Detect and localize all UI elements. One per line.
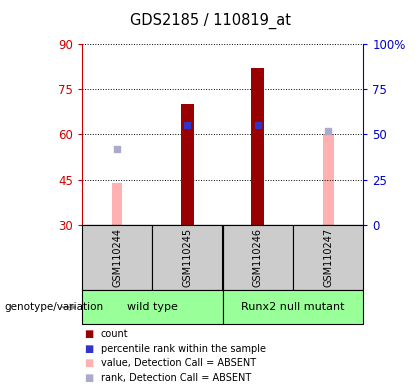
Text: GSM110246: GSM110246	[253, 228, 263, 287]
Text: GSM110247: GSM110247	[323, 228, 333, 287]
Bar	[252, 68, 264, 225]
Text: ■: ■	[84, 329, 93, 339]
Bar	[82, 290, 223, 324]
Bar	[223, 225, 293, 290]
Text: GDS2185 / 110819_at: GDS2185 / 110819_at	[129, 13, 291, 29]
Bar	[152, 225, 223, 290]
Text: count: count	[101, 329, 129, 339]
Text: ■: ■	[84, 373, 93, 383]
Text: rank, Detection Call = ABSENT: rank, Detection Call = ABSENT	[101, 373, 251, 383]
Text: wild type: wild type	[127, 302, 178, 312]
Bar	[323, 134, 333, 225]
Text: ■: ■	[84, 358, 93, 368]
Bar	[181, 104, 194, 225]
Bar	[82, 225, 152, 290]
Text: genotype/variation: genotype/variation	[4, 302, 103, 312]
Bar	[223, 290, 363, 324]
Text: GSM110244: GSM110244	[112, 228, 122, 287]
Text: percentile rank within the sample: percentile rank within the sample	[101, 344, 266, 354]
Text: Runx2 null mutant: Runx2 null mutant	[241, 302, 345, 312]
Text: ■: ■	[84, 344, 93, 354]
Text: value, Detection Call = ABSENT: value, Detection Call = ABSENT	[101, 358, 256, 368]
Bar	[112, 182, 123, 225]
Bar	[293, 225, 363, 290]
Text: GSM110245: GSM110245	[182, 228, 192, 287]
